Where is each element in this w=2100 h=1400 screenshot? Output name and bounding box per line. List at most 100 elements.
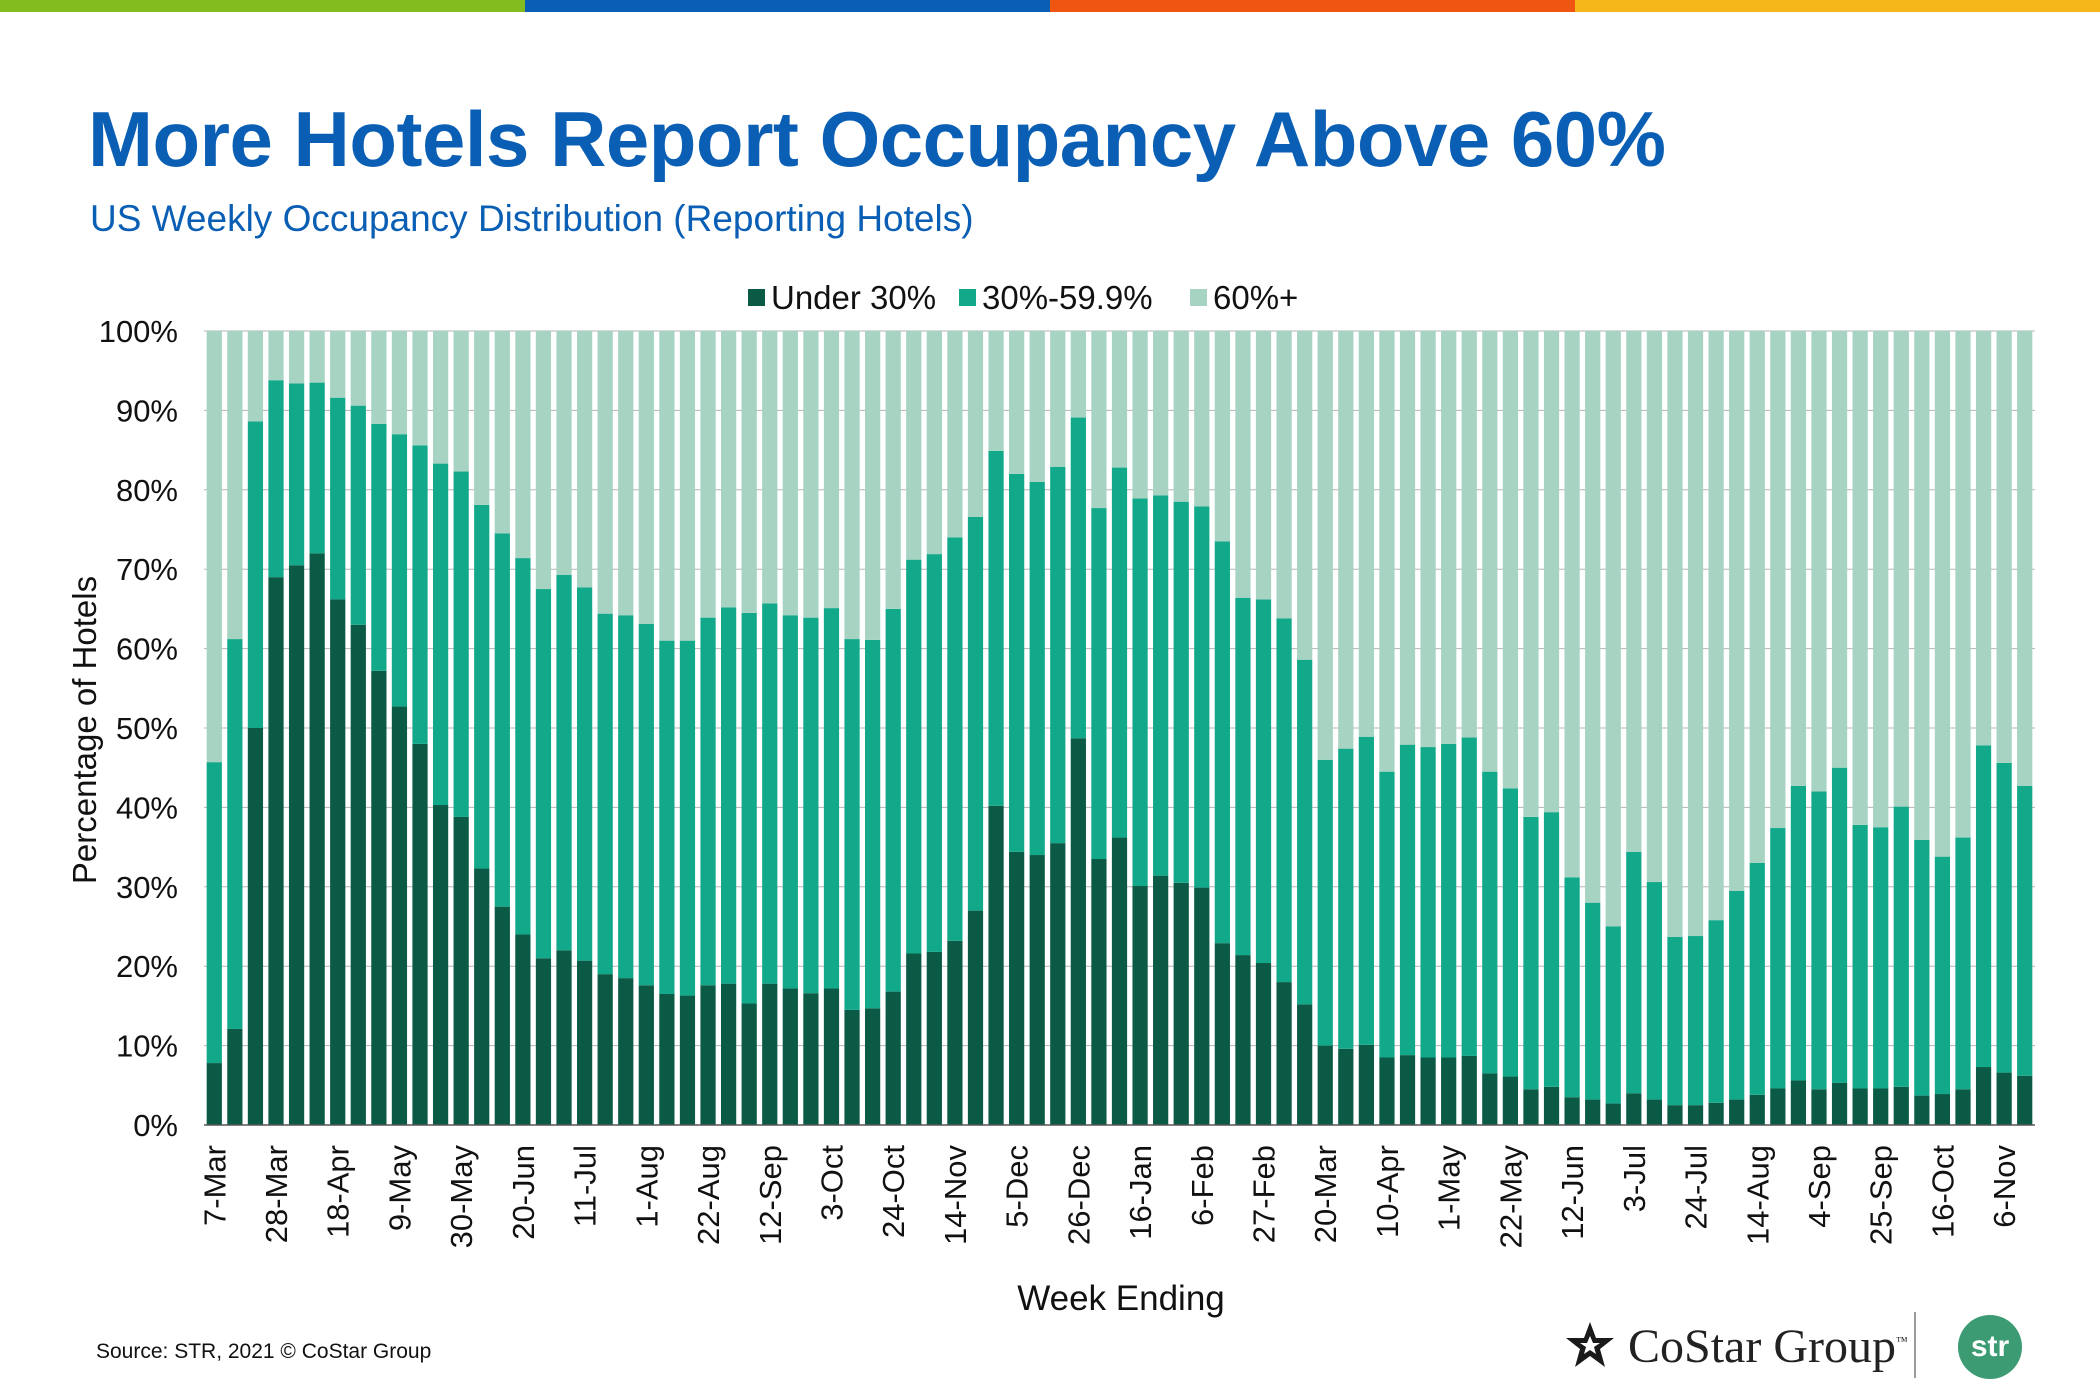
bar-under-30 xyxy=(1420,1057,1436,1125)
bar-60 xyxy=(1523,331,1539,817)
bar-60 xyxy=(1441,331,1457,744)
bar-30-59-9 xyxy=(556,574,572,951)
bar-60 xyxy=(721,331,737,608)
bar-60 xyxy=(1585,331,1601,903)
x-tick-label: 28-Mar xyxy=(259,1145,294,1243)
bar-30-59-9 xyxy=(1050,466,1066,844)
bar-30-59-9 xyxy=(330,397,346,600)
bar-under-30 xyxy=(1070,738,1086,1125)
bar-60 xyxy=(515,331,531,559)
costar-star-icon xyxy=(1566,1322,1614,1367)
x-tick-label: 25-Sep xyxy=(1864,1145,1899,1245)
bar-under-30 xyxy=(288,565,305,1125)
bar-30-59-9 xyxy=(844,639,860,1010)
y-tick-label: 80% xyxy=(116,473,178,508)
x-tick-labels: 7-Mar 28-Mar 18-Apr 9-May 30-May 20-Jun 11-Jul… xyxy=(197,1145,2022,1249)
bar-60 xyxy=(1009,331,1025,474)
bar-30-59-9 xyxy=(1111,467,1128,838)
bar-30-59-9 xyxy=(1029,481,1045,856)
bar-30-59-9 xyxy=(474,504,490,869)
bar-60 xyxy=(1214,331,1230,542)
bar-30-59-9 xyxy=(1379,771,1395,1058)
bar-under-30 xyxy=(1441,1057,1457,1125)
bar-under-30 xyxy=(1729,1099,1745,1125)
bar-under-30 xyxy=(1543,1086,1560,1125)
bar-under-30 xyxy=(1975,1067,1992,1125)
x-tick-label: 3-Oct xyxy=(815,1145,850,1221)
bar-under-30 xyxy=(638,985,654,1125)
y-tick-label: 50% xyxy=(116,711,178,746)
x-tick-label: 3-Jul xyxy=(1617,1145,1652,1212)
bar-30-59-9 xyxy=(494,533,510,907)
bar-60 xyxy=(288,331,305,384)
bar-60 xyxy=(947,331,963,538)
brand-bar-yellow xyxy=(1575,0,2100,12)
bar-30-59-9 xyxy=(1173,501,1189,883)
bar-under-30 xyxy=(1502,1076,1518,1125)
bar-under-30 xyxy=(309,553,325,1125)
bar-30-59-9 xyxy=(906,559,922,954)
bar-under-30 xyxy=(1358,1044,1374,1125)
x-axis-label: Week Ending xyxy=(1017,1279,1225,1318)
bar-60 xyxy=(1975,331,1992,746)
bar-under-30 xyxy=(1626,1093,1642,1125)
bar-under-30 xyxy=(1523,1089,1539,1125)
bar-60 xyxy=(1770,331,1786,829)
bar-60 xyxy=(844,331,860,640)
bar-30-59-9 xyxy=(988,450,1004,806)
x-tick-label: 12-Sep xyxy=(753,1145,788,1245)
bar-30-59-9 xyxy=(1482,771,1498,1074)
x-tick-label: 11-Jul xyxy=(568,1145,603,1227)
bar-under-30 xyxy=(432,805,449,1125)
x-tick-label: 10-Apr xyxy=(1370,1145,1405,1238)
bar-60 xyxy=(1605,331,1621,927)
bar-under-30 xyxy=(1893,1086,1909,1125)
bar-60 xyxy=(926,331,942,555)
bar-30-59-9 xyxy=(247,421,264,728)
bar-under-30 xyxy=(494,906,510,1125)
bar-30-59-9 xyxy=(1091,508,1107,860)
bar-30-59-9 xyxy=(1749,862,1765,1095)
bar-30-59-9 xyxy=(1214,541,1230,944)
bar-under-30 xyxy=(1173,882,1189,1125)
chart-subtitle: US Weekly Occupancy Distribution (Report… xyxy=(90,198,974,239)
bar-under-30 xyxy=(947,940,963,1125)
bar-60 xyxy=(1687,331,1704,937)
x-tick-label: 16-Oct xyxy=(1925,1145,1960,1238)
bar-30-59-9 xyxy=(1009,473,1025,852)
bar-30-59-9 xyxy=(885,608,901,992)
x-tick-label: 16-Jan xyxy=(1123,1145,1158,1240)
bar-30-59-9 xyxy=(1975,745,1992,1068)
bar-60 xyxy=(1338,331,1354,749)
bar-60 xyxy=(1420,331,1436,748)
bar-30-59-9 xyxy=(1441,743,1457,1058)
bar-30-59-9 xyxy=(576,587,593,961)
bar-under-30 xyxy=(1790,1080,1807,1125)
bar-60 xyxy=(1194,331,1210,507)
bar-30-59-9 xyxy=(1893,806,1909,1087)
bar-under-30 xyxy=(412,743,428,1125)
bar-60 xyxy=(865,331,881,640)
bar-under-30 xyxy=(1029,855,1045,1125)
bar-60 xyxy=(1790,331,1807,786)
bar-30-59-9 xyxy=(1667,936,1683,1106)
trademark-mark: ™ xyxy=(1895,1333,1908,1348)
bar-under-30 xyxy=(1996,1072,2012,1125)
bar-under-30 xyxy=(2017,1075,2033,1125)
bar-60 xyxy=(432,331,449,464)
bar-60 xyxy=(967,331,984,517)
logo-divider xyxy=(1914,1312,1916,1378)
bar-30-59-9 xyxy=(782,615,798,989)
bar-under-30 xyxy=(679,995,696,1125)
x-tick-label: 6-Feb xyxy=(1185,1145,1220,1226)
bar-under-30 xyxy=(1379,1057,1395,1125)
bar-60 xyxy=(1811,331,1827,792)
legend: Under 30% 30%-59.9% 60%+ xyxy=(748,279,1298,316)
bar-30-59-9 xyxy=(371,423,387,671)
bar-60 xyxy=(1729,331,1745,891)
bar-under-30 xyxy=(988,805,1004,1125)
bar-60 xyxy=(1255,331,1272,600)
bar-60 xyxy=(206,331,222,763)
bar-60 xyxy=(679,331,696,641)
bar-60 xyxy=(494,331,510,534)
